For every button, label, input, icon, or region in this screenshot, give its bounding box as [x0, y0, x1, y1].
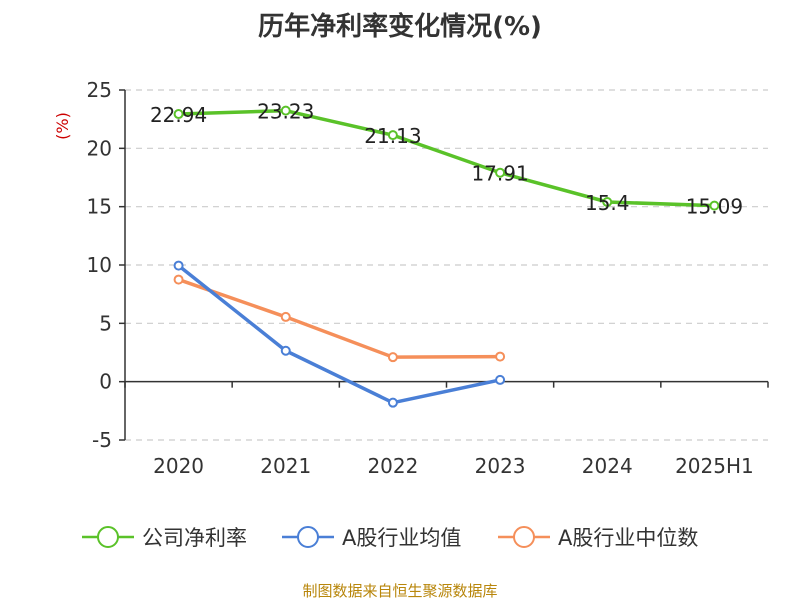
x-tick-label: 2024 [582, 454, 633, 478]
data-label: 23.23 [257, 100, 314, 124]
series-2 [173, 260, 506, 408]
axes: -5 0 5 10 15 20 25 2020 2021 2022 2023 2024 2025H1 [87, 78, 769, 478]
data-point [495, 374, 506, 385]
series-3 [173, 274, 506, 363]
data-label: 15.09 [686, 195, 743, 219]
x-tick-label: 2023 [475, 454, 526, 478]
y-tick-label: 10 [87, 253, 112, 277]
source-note: 制图数据来自恒生聚源数据库 [302, 582, 497, 600]
y-tick-label: 15 [87, 195, 112, 219]
y-tick-label: 25 [87, 78, 112, 102]
y-tick-label: 5 [99, 311, 112, 335]
data-point [173, 260, 184, 271]
legend-label: A股行业中位数 [558, 526, 698, 550]
legend-label: A股行业均值 [342, 526, 461, 550]
legend-marker-icon [297, 526, 319, 548]
legend-label: 公司净利率 [142, 526, 247, 550]
data-point [387, 397, 398, 408]
series-line [178, 108, 715, 208]
legend: 公司净利率 A股行业均值 A股行业中位数 [82, 526, 698, 550]
legend-marker-icon [513, 526, 535, 548]
data-point [387, 130, 398, 141]
data-point [495, 167, 506, 178]
legend-item: A股行业中位数 [498, 526, 698, 550]
data-point [173, 274, 184, 285]
data-label: 17.91 [471, 162, 528, 186]
chart-title: 历年净利率变化情况(%) [258, 11, 542, 42]
y-axis-label: (%) [53, 112, 72, 140]
y-tick-label: 0 [99, 370, 112, 394]
data-labels: 22.94 23.23 21.13 17.91 15.4 15.09 [150, 100, 743, 219]
data-point [280, 311, 291, 322]
series-1 [173, 105, 720, 211]
grid-lines [125, 89, 768, 441]
data-label: 22.94 [150, 103, 207, 127]
x-tick-label: 2022 [367, 454, 418, 478]
data-point [602, 197, 613, 207]
y-tick-label: 20 [87, 136, 112, 160]
x-tick-label: 2020 [153, 454, 204, 478]
legend-item: 公司净利率 [82, 526, 247, 550]
series-line [178, 277, 501, 359]
legend-marker-icon [97, 526, 119, 548]
x-tick-label: 2025H1 [675, 454, 754, 478]
data-point [280, 345, 291, 356]
data-point [280, 105, 291, 116]
data-point [709, 200, 720, 211]
legend-item: A股行业均值 [282, 526, 461, 550]
data-point [173, 109, 184, 120]
data-point [387, 352, 398, 363]
data-label: 15.4 [585, 191, 630, 215]
x-tick-label: 2021 [260, 454, 311, 478]
data-point [495, 351, 506, 362]
series-line [177, 264, 501, 405]
series-group [173, 105, 720, 408]
data-label: 21.13 [364, 124, 421, 148]
y-tick-label: -5 [92, 428, 112, 452]
